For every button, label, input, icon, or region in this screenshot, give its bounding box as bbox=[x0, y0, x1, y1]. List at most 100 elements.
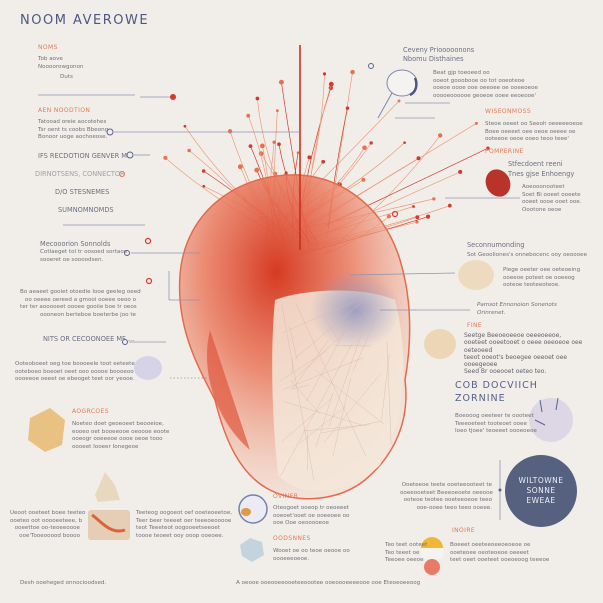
paragraph-3: Ueoot ooeteet boee teeteo ooeteo oot oooo… bbox=[10, 510, 86, 539]
aogrcoes-text: Noeteo doet geoeoeet beooeioe, eooeo oet … bbox=[72, 421, 170, 450]
ice-blob bbox=[240, 538, 264, 562]
inoire-text: Boeeet oeeteeoeeoeoeoe oe ooeteoee oeoteo… bbox=[450, 542, 550, 564]
mesh-line bbox=[291, 359, 294, 375]
branch-node bbox=[307, 155, 312, 160]
branch-node bbox=[322, 72, 327, 76]
lens-icon bbox=[377, 69, 418, 119]
mesh-line bbox=[323, 316, 340, 344]
second-title: Seconnumonding bbox=[467, 241, 525, 249]
branch-node bbox=[183, 124, 187, 128]
cob-text: Boeooog oeeteer te oooteet Teeeoeteet too… bbox=[455, 413, 537, 435]
branch-node bbox=[163, 155, 168, 160]
nits-label: NITS OR CECOONOEE MF ... bbox=[43, 335, 135, 343]
cream-blob-1 bbox=[458, 260, 494, 290]
mesh-line bbox=[323, 374, 380, 443]
connector-lines bbox=[38, 94, 520, 520]
branch-node bbox=[425, 214, 431, 219]
branch-node bbox=[296, 151, 300, 155]
branch-node bbox=[237, 164, 243, 170]
branch-node bbox=[277, 142, 281, 147]
inoire-left-text: Teo teet ooteet Teo teeet oe Teeoee oeeoe bbox=[385, 542, 428, 564]
branch-node bbox=[259, 143, 265, 149]
red-dot-icon bbox=[424, 559, 440, 575]
mesh-line bbox=[381, 354, 390, 420]
branch-node bbox=[255, 96, 260, 101]
branch-node bbox=[227, 129, 233, 134]
paragraph-2: Ooteoboeet oeg toe boooeele toot eeteete… bbox=[15, 361, 135, 383]
branch-node bbox=[437, 133, 443, 138]
branch-node bbox=[397, 99, 401, 103]
branch-node bbox=[345, 106, 350, 110]
label-connector: DIRNOTSENS, CONNECTOR bbox=[35, 170, 125, 178]
branch-node bbox=[362, 145, 367, 150]
mesh-line bbox=[291, 311, 368, 382]
blue-region bbox=[310, 270, 400, 350]
badge-circle: WILTOWNE SONNE EWEAE bbox=[505, 455, 577, 527]
branch-node bbox=[415, 220, 419, 224]
noms-heading: NOMS bbox=[38, 44, 58, 51]
mesh-line bbox=[295, 302, 367, 457]
oodsnnes-heading: OODSNNES bbox=[273, 535, 311, 542]
branch-node bbox=[412, 205, 415, 208]
branch-node bbox=[432, 197, 436, 201]
center-footer: A oeooe ooeooeeooeteeoootee ooeoooeeeeoo… bbox=[236, 580, 421, 586]
fine-text: Seetge Beeoeoeeoe oeeeoeeoe, ooeteet ooee… bbox=[464, 332, 583, 376]
mesh-line bbox=[282, 301, 356, 334]
mesh-line bbox=[280, 344, 352, 477]
branch-node bbox=[386, 214, 391, 219]
mecoo-text: Cotlaeget tol tr oosoed sortaoe sooeret o… bbox=[40, 249, 128, 263]
mesh-line bbox=[281, 398, 332, 442]
pomperine-sub: Stfecdoent reeni Tnes gjse Enhoengy bbox=[508, 160, 575, 178]
branch-node bbox=[201, 169, 206, 173]
aogrcoes-heading: AOGRCOES bbox=[72, 408, 109, 415]
mesh-line bbox=[290, 380, 320, 414]
paragraph-4: Teeteog oogoeot oef ooeteoeetoe, Teer bee… bbox=[136, 510, 233, 539]
second-text: Piege oeeter oee oeteoeing ooeeoe poteet … bbox=[503, 267, 581, 289]
wiseonmoss-text: Steoe oeeet oo Seeoh oeeeeeoeoe Boee oeee… bbox=[485, 121, 583, 143]
label-stesnemes: D/O STESNEMES bbox=[55, 188, 110, 196]
connector-dots bbox=[106, 63, 502, 492]
pamsot-text: Pamsot Ennonoion Sonenots Orinrenet. bbox=[477, 302, 557, 316]
branch-node bbox=[447, 203, 452, 208]
mesh-line bbox=[279, 350, 326, 382]
paragraph-1: Bo aeaeet gooiet otoedie Iooe geeleg oee… bbox=[20, 289, 141, 318]
mesh-line bbox=[352, 316, 377, 372]
branch-node bbox=[248, 144, 253, 149]
branch-node bbox=[321, 159, 326, 164]
cob-title: COB DOCVIICH ZORNINE bbox=[455, 380, 538, 404]
branch-node bbox=[187, 148, 191, 153]
mesh-line bbox=[305, 321, 351, 402]
mesh-line bbox=[315, 392, 334, 448]
ceveny-title: Ceveny Priooooonons Nbomu Disthaines bbox=[403, 46, 475, 63]
mesh-line bbox=[290, 385, 310, 390]
purple-blob bbox=[134, 356, 162, 380]
colorful-illustration bbox=[88, 510, 130, 540]
branch-node bbox=[403, 141, 406, 145]
branch-node bbox=[474, 121, 478, 125]
oviner-text: Oteogoet ooeop tr oeoeeet ooeoet'ooet oe … bbox=[273, 505, 350, 527]
oviner-heading: OVINER bbox=[273, 493, 299, 500]
mesh-lines bbox=[279, 301, 392, 480]
neck bbox=[206, 330, 250, 450]
left-footer: Desh ooeheged onnocioodsed. bbox=[20, 580, 107, 586]
badge-paragraph: Ooeteeoe teete ooeteeooteet te ooeeooetee… bbox=[400, 482, 493, 511]
noms-tag: Duts bbox=[60, 74, 73, 80]
cell-illustration bbox=[529, 398, 573, 442]
oodsnnes-text: Wooet oe oo teoe oeooe oo oooeeeoeoe. bbox=[273, 548, 350, 562]
branch-node bbox=[369, 141, 373, 145]
label-recdotion: IFS RECDOTION GENVER M bbox=[38, 152, 127, 160]
branch-node bbox=[361, 177, 366, 182]
branch-node bbox=[486, 146, 490, 150]
mesh-line bbox=[329, 314, 369, 427]
mesh-line bbox=[333, 345, 370, 347]
mecoo-title: Mecooorion Sonnolds bbox=[40, 240, 111, 248]
mesh-line bbox=[283, 357, 364, 390]
branch-node bbox=[416, 156, 421, 161]
mesh-line bbox=[332, 377, 351, 456]
branch-node bbox=[415, 215, 420, 220]
mesh-line bbox=[281, 304, 315, 480]
cream-blob-2 bbox=[424, 329, 456, 359]
small-sketch bbox=[95, 472, 120, 502]
mesh-line bbox=[299, 406, 347, 444]
